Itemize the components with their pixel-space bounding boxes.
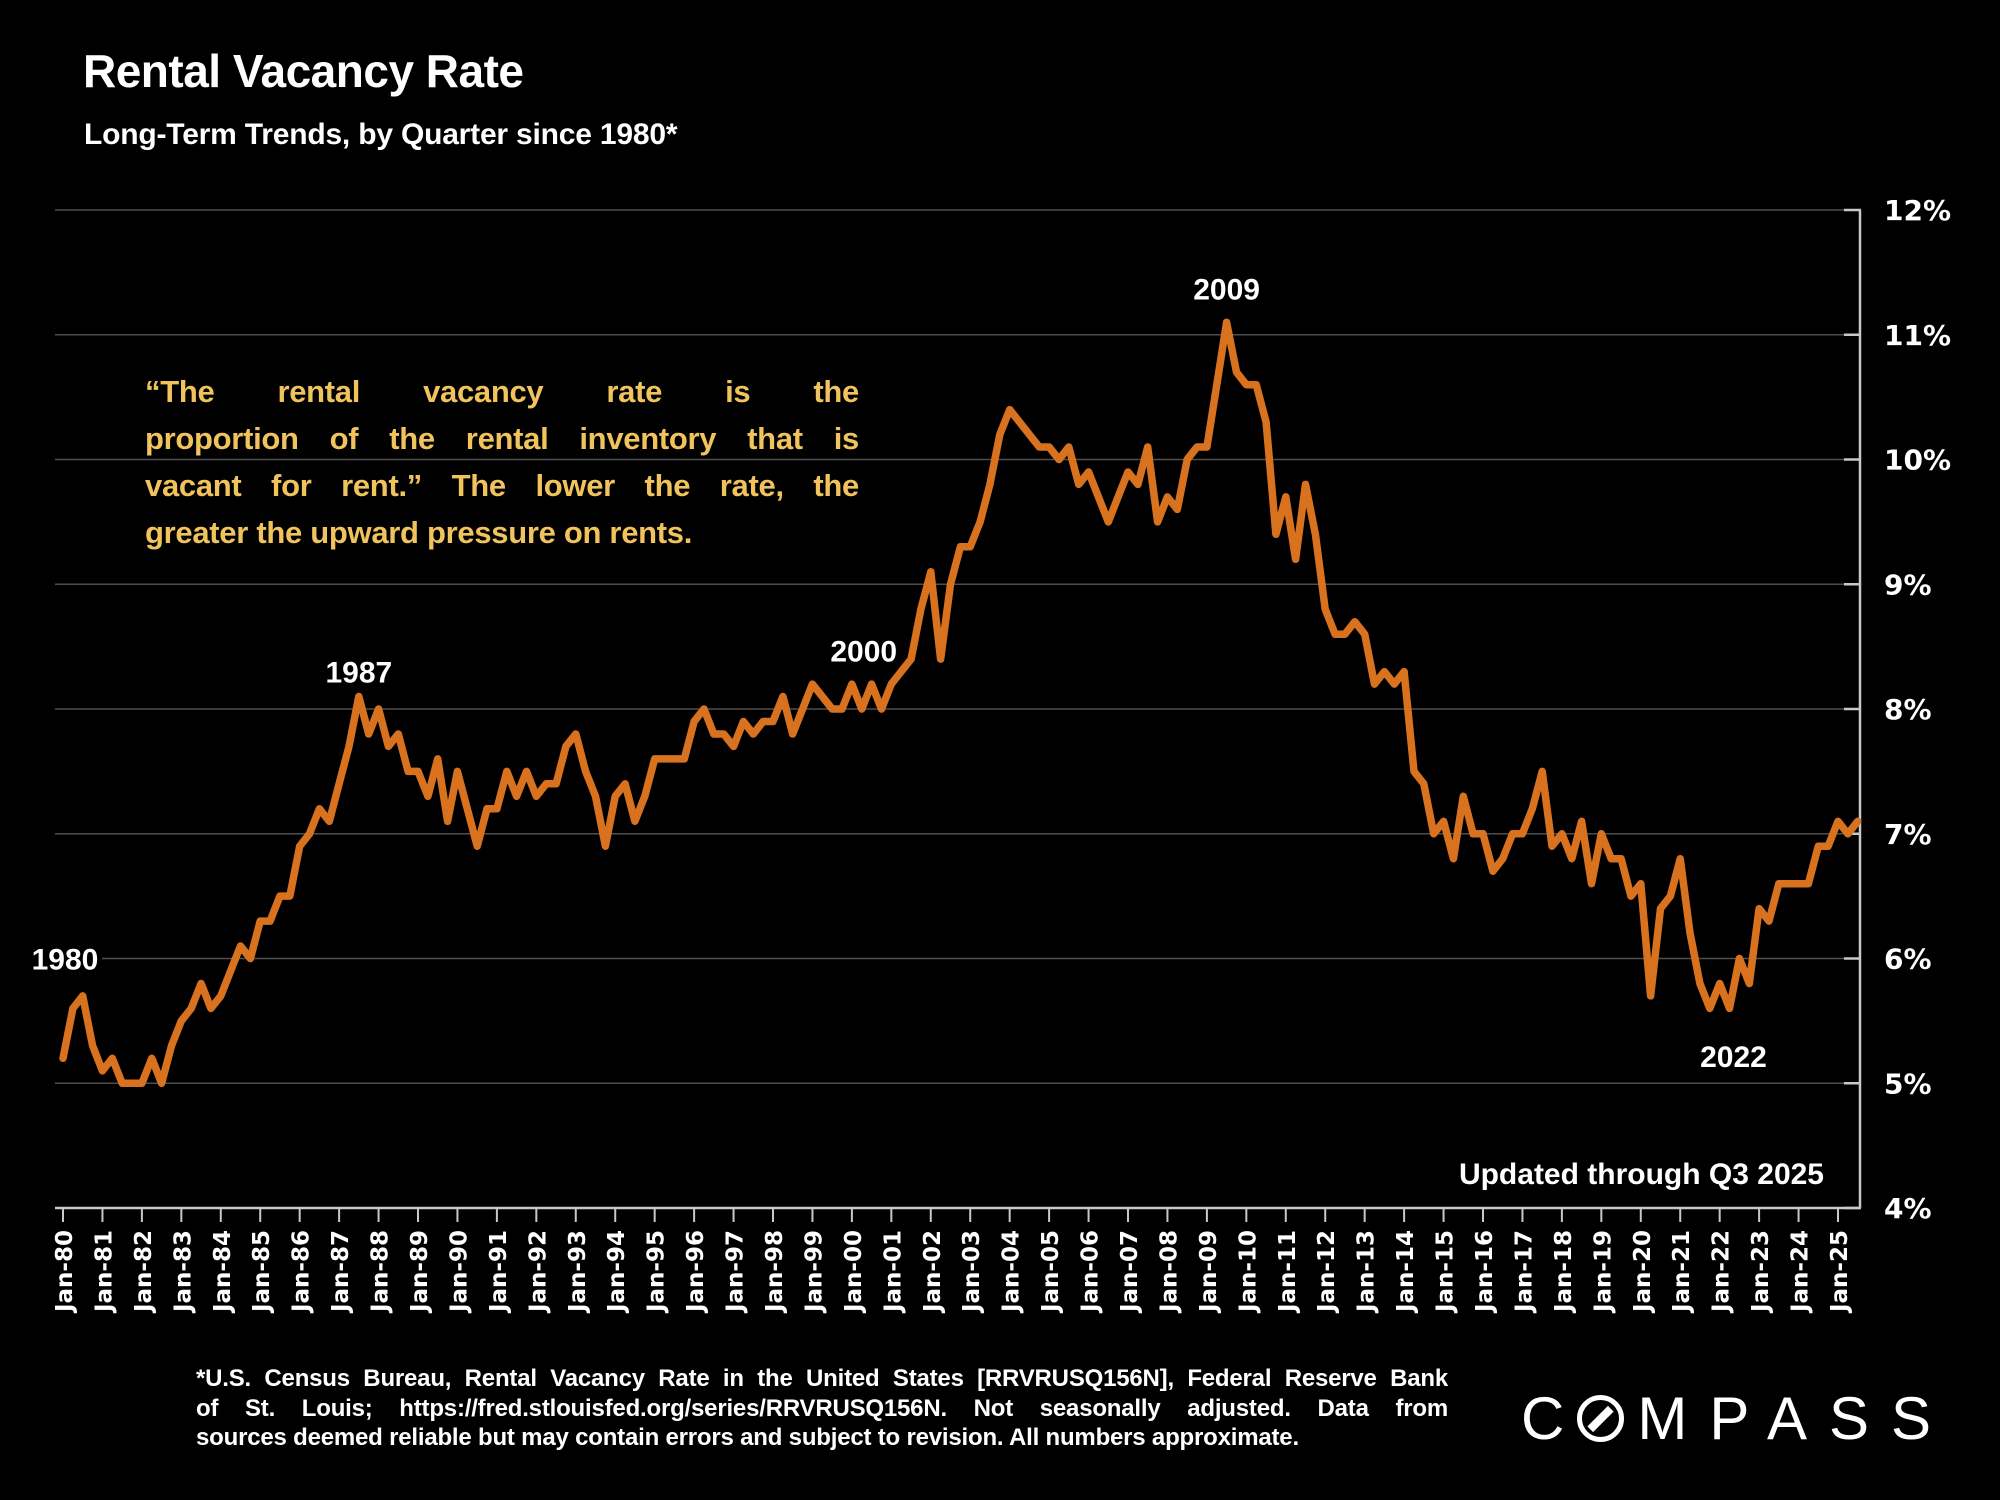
x-tick-label: Jan-93 [565,1230,591,1314]
x-tick-label: Jan-92 [525,1230,551,1314]
x-tick-label: Jan-10 [1235,1230,1261,1314]
x-tick-label: Jan-05 [1038,1230,1064,1314]
x-tick-label: Jan-91 [486,1230,512,1314]
x-tick-label: Jan-24 [1788,1230,1814,1314]
y-tick-label: 5% [1884,1067,1932,1100]
x-tick-label: Jan-06 [1078,1230,1104,1314]
y-tick-label: 7% [1884,818,1932,851]
footnote-line: *U.S. Census Bureau, Rental Vacancy Rate… [196,1365,1448,1392]
y-tick-label: 11% [1884,319,1951,352]
x-tick-label: Jan-15 [1433,1230,1459,1314]
x-tick-label: Jan-98 [762,1230,788,1314]
x-tick-label: Jan-04 [999,1230,1025,1314]
x-tick-label: Jan-22 [1709,1230,1735,1314]
compass-needle-icon [1577,1395,1625,1442]
page-title: Rental Vacancy Rate [83,45,524,97]
logo-letter-c: C [1521,1385,1565,1452]
y-tick-label: 4% [1884,1192,1932,1225]
x-tick-label: Jan-08 [1156,1230,1182,1314]
x-tick-label: Jan-81 [91,1230,117,1314]
x-tick-label: Jan-97 [723,1230,749,1314]
quote-line: proportion of the rental inventory that … [145,421,859,456]
footnote-line: of St. Louis; https://fred.stlouisfed.or… [196,1394,1448,1422]
x-tick-label: Jan-95 [644,1230,670,1314]
x-tick-label: Jan-85 [249,1230,275,1314]
footnote-line: sources deemed reliable but may contain … [196,1424,1299,1451]
y-tick-label: 8% [1884,693,1932,726]
x-tick-label: Jan-90 [446,1230,472,1314]
x-tick-label: Jan-00 [841,1230,867,1314]
x-tick-label: Jan-88 [368,1230,394,1314]
x-tick-label: Jan-94 [604,1230,630,1314]
source-footnote: *U.S. Census Bureau, Rental Vacancy Rate… [196,1364,1448,1453]
x-tick-label: Jan-12 [1314,1230,1340,1314]
x-tick-label: Jan-84 [210,1230,236,1314]
quote-line: greater the upward pressure on rents. [145,515,693,550]
x-tick-label: Jan-89 [407,1230,433,1314]
y-tick-label: 12% [1884,194,1951,227]
quote-block: “The rental vacancy rate is the proporti… [145,368,859,556]
y-tick-label: 6% [1884,943,1932,976]
x-tick-label: Jan-99 [801,1230,827,1314]
compass-logo: C MPASS [1521,1384,1953,1453]
y-tick-label: 10% [1884,444,1951,477]
x-tick-label: Jan-82 [131,1230,157,1314]
x-tick-label: Jan-13 [1354,1230,1380,1314]
x-tick-label: Jan-23 [1748,1230,1774,1314]
x-tick-label: Jan-20 [1630,1230,1656,1314]
x-tick-label: Jan-02 [920,1230,946,1314]
x-tick-label: Jan-09 [1196,1230,1222,1314]
x-tick-label: Jan-01 [880,1230,906,1314]
page-subtitle: Long-Term Trends, by Quarter since 1980* [84,118,678,151]
x-tick-label: Jan-03 [959,1230,985,1314]
updated-through-note: Updated through Q3 2025 [1458,1158,1824,1191]
x-tick-label: Jan-14 [1393,1230,1419,1314]
chart-annotation: 2009 [1193,274,1260,307]
x-tick-label: Jan-86 [289,1230,315,1314]
x-tick-label: Jan-17 [1511,1230,1537,1314]
x-tick-label: Jan-21 [1669,1230,1695,1314]
chart-annotation: 2022 [1700,1041,1767,1074]
y-tick-label: 9% [1884,568,1932,601]
x-tick-label: Jan-25 [1827,1230,1853,1314]
x-tick-label: Jan-18 [1551,1230,1577,1314]
chart-annotation: 1987 [325,657,392,690]
x-tick-label: Jan-19 [1590,1230,1616,1314]
quote-line: vacant for rent.” The lower the rate, th… [145,468,859,503]
x-tick-label: Jan-83 [170,1230,196,1314]
x-tick-label: Jan-11 [1275,1230,1301,1314]
chart-annotation: 2000 [830,635,897,668]
x-tick-label: Jan-96 [683,1230,709,1314]
x-tick-label: Jan-87 [328,1230,354,1314]
chart-annotation: 1980 [32,944,99,977]
logo-letters-mpass: MPASS [1637,1385,1953,1452]
x-tick-label: Jan-16 [1472,1230,1498,1314]
x-tick-label: Jan-07 [1117,1230,1143,1314]
quote-line: “The rental vacancy rate is the [145,374,859,409]
x-tick-label: Jan-80 [52,1230,78,1314]
vacancy-rate-line [59,318,1862,1088]
